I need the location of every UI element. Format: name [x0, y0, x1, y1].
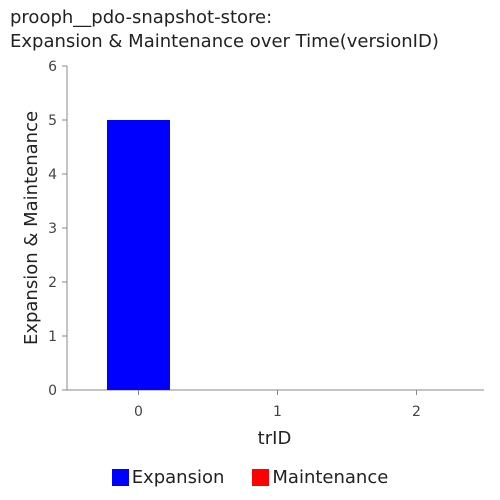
y-tick-label: 2 — [48, 275, 57, 291]
legend-label-expansion: Expansion — [131, 466, 225, 488]
chart-title-line-1: prooph__pdo-snapshot-store: — [10, 7, 273, 28]
x-axis-label: trID — [258, 428, 292, 449]
bar-chart: 0 1 2 3 4 5 6 0 1 2 trID Expansion & Maintenance — [21, 59, 484, 449]
chart-title-line-2: Expansion & Maintenance over Time(versio… — [10, 31, 439, 52]
legend-swatch-maintenance — [252, 468, 270, 486]
legend: Expansion Maintenance — [0, 465, 500, 489]
x-tick-label: 2 — [412, 404, 421, 420]
y-tick-label: 4 — [48, 167, 57, 183]
y-tick-label: 3 — [48, 221, 57, 237]
x-tick-label: 1 — [273, 404, 282, 420]
y-tick-label: 6 — [48, 59, 57, 75]
legend-item-expansion: Expansion — [111, 466, 225, 488]
legend-swatch-expansion — [111, 468, 129, 486]
x-tick-label: 0 — [134, 404, 143, 420]
y-tick-label: 0 — [48, 383, 57, 399]
legend-item-maintenance: Maintenance — [252, 467, 388, 488]
y-tick-label: 1 — [48, 329, 57, 345]
y-axis-label: Expansion & Maintenance — [21, 111, 42, 345]
bar-expansion-0 — [107, 120, 170, 390]
legend-label-maintenance: Maintenance — [272, 466, 389, 488]
chart-title: prooph__pdo-snapshot-store: Expansion & … — [10, 6, 439, 54]
y-tick-label: 5 — [48, 113, 57, 129]
